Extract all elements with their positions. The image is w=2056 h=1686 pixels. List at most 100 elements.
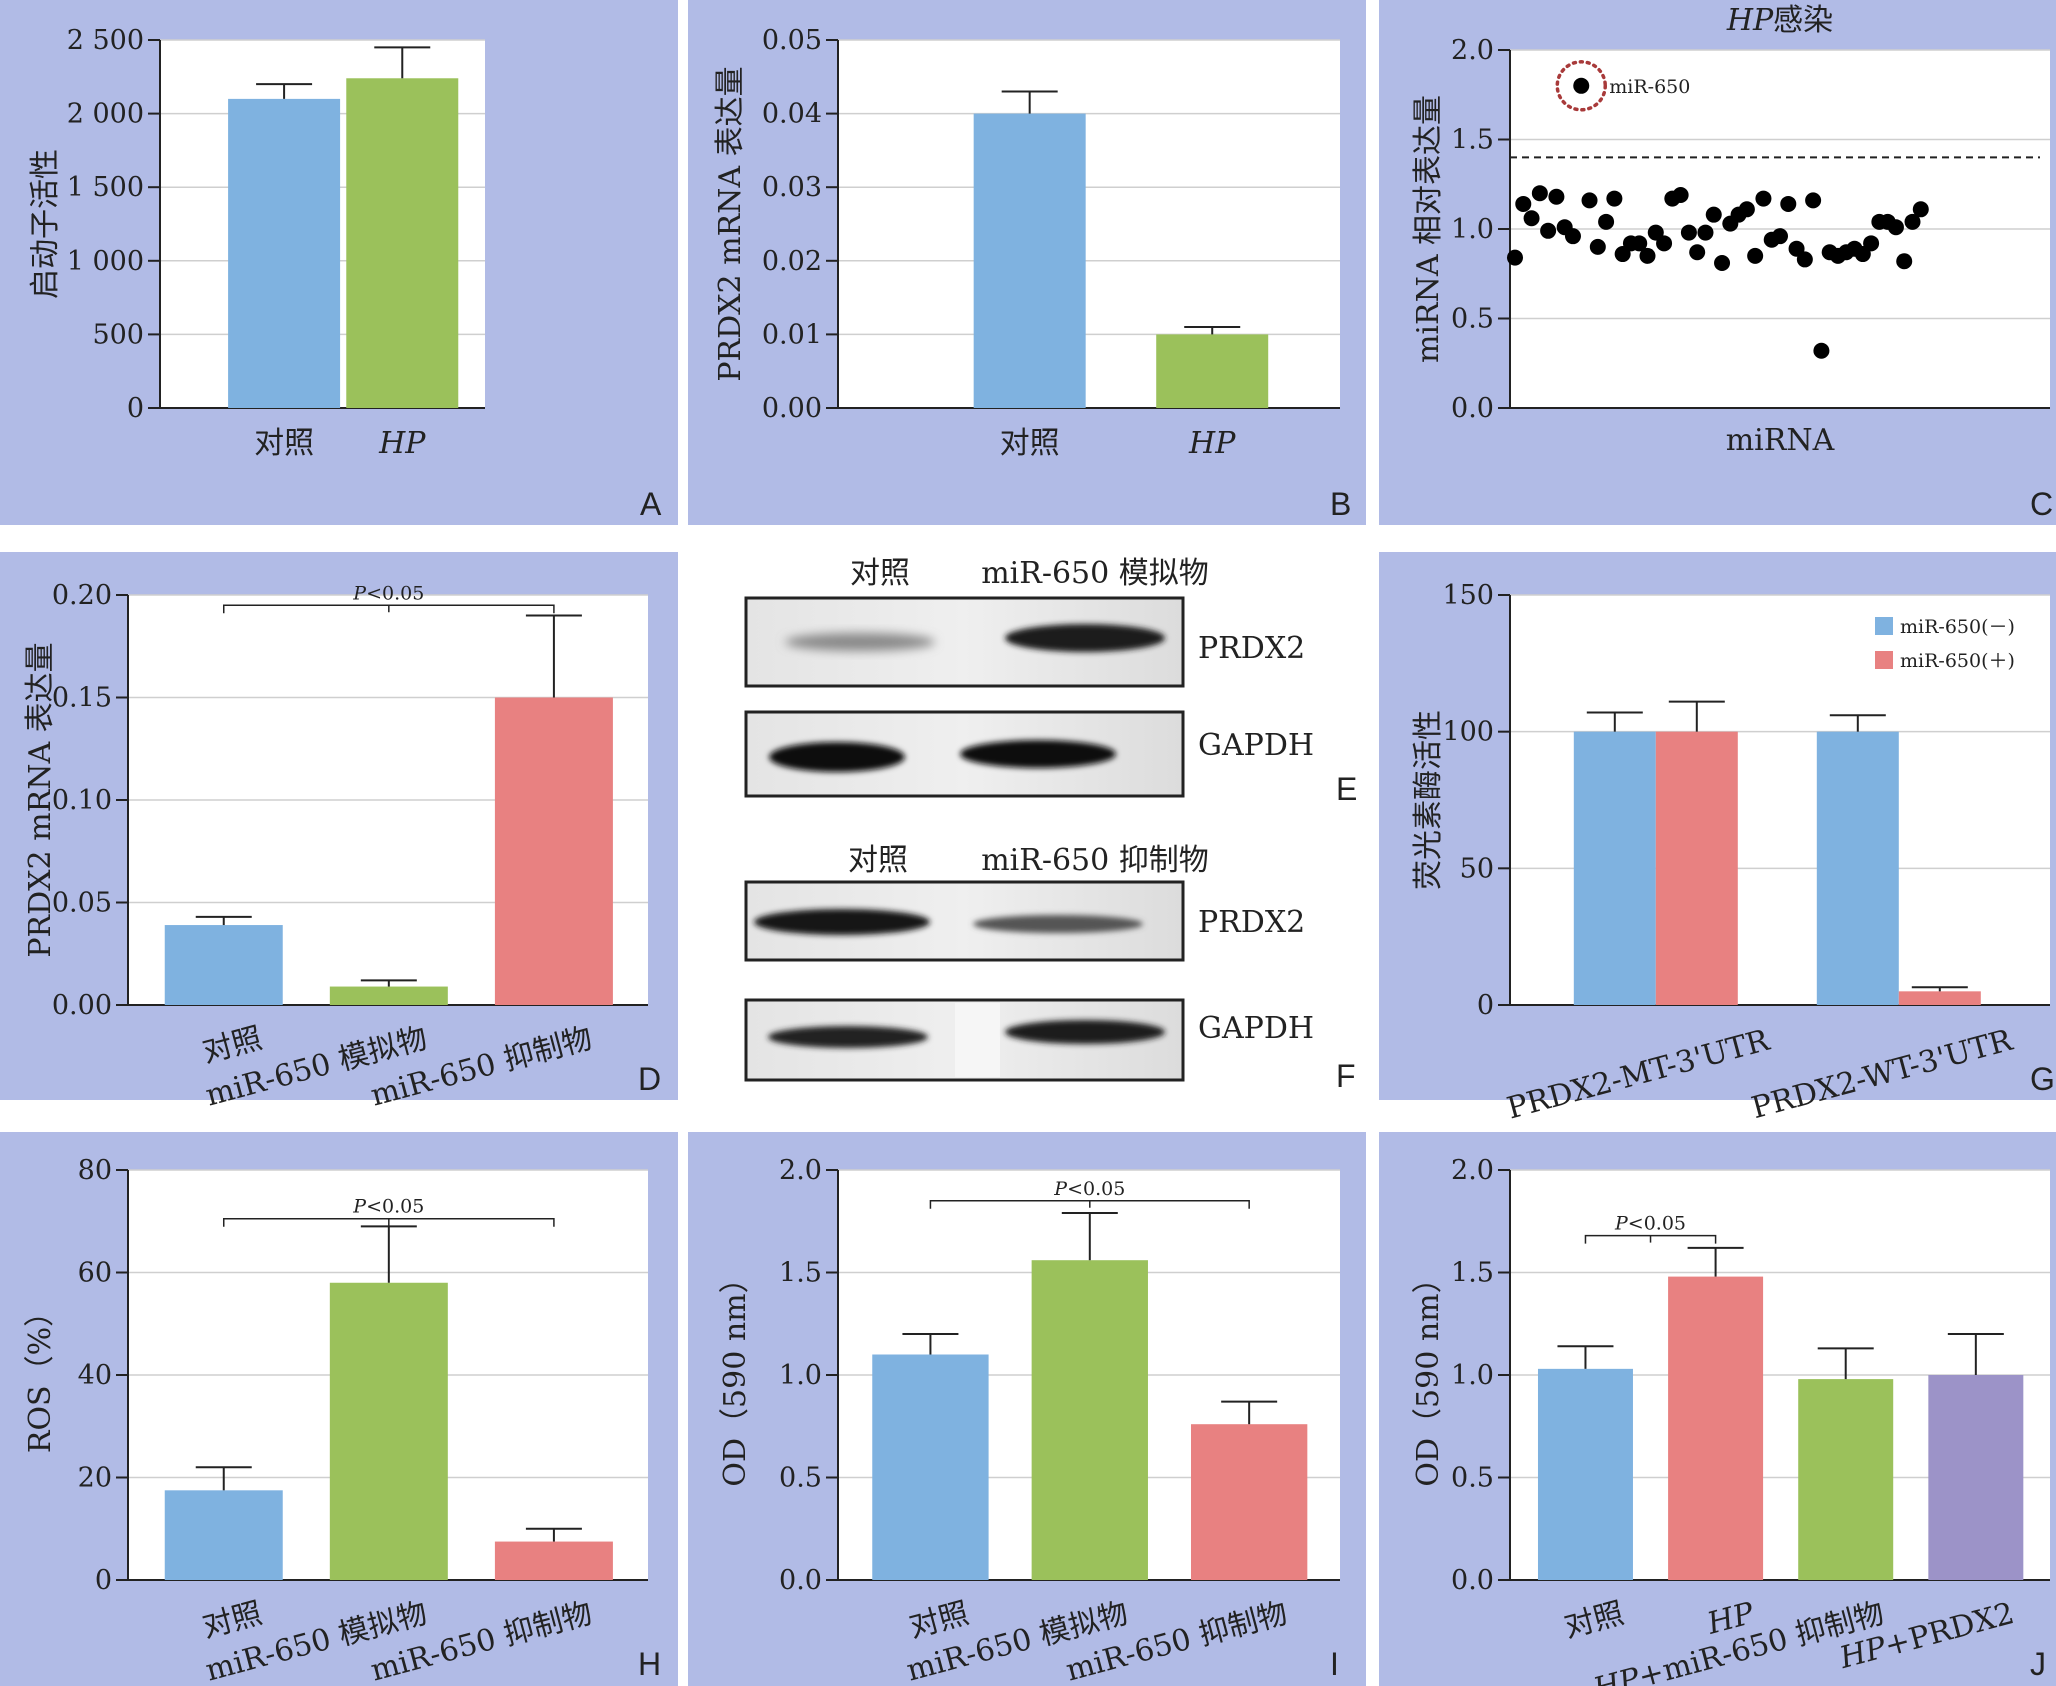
ytick-label-C: 1.0 bbox=[1451, 214, 1494, 245]
blot-F-prdx2-band-2 bbox=[973, 915, 1143, 933]
significance-label-D: P<0.05 bbox=[352, 582, 424, 604]
bar-B-0 bbox=[973, 113, 1086, 408]
ytick-label-H: 80 bbox=[78, 1155, 112, 1186]
ytick-label-J: 1.5 bbox=[1451, 1258, 1494, 1289]
y-axis-label-J: OD（590 nm） bbox=[1411, 1263, 1446, 1486]
scatter-point-C bbox=[1714, 255, 1731, 272]
scatter-point-C bbox=[1631, 235, 1648, 252]
blot-F-prdx2-band-1 bbox=[754, 909, 930, 935]
ytick-label-B: 0.02 bbox=[762, 246, 822, 277]
ytick-label-A: 1 500 bbox=[67, 172, 144, 203]
blot-F-lane-2: miR-650 抑制物 bbox=[981, 843, 1209, 878]
blot-F: 对照 miR-650 抑制物 PRDX2 GAPDH F bbox=[744, 843, 1356, 1094]
panel-letter-J: J bbox=[2030, 1646, 2046, 1682]
ytick-label-D: 0.15 bbox=[52, 683, 112, 714]
y-axis-label-I: OD（590 nm） bbox=[718, 1263, 753, 1486]
ytick-label-I: 2.0 bbox=[779, 1155, 822, 1186]
bar-G-0-0 bbox=[1573, 731, 1656, 1005]
ytick-label-B: 0.03 bbox=[762, 172, 822, 203]
bar-H-1 bbox=[329, 1282, 448, 1580]
legend-label-G-1: miR-650(＋) bbox=[1900, 650, 2015, 672]
panel-letter-A: A bbox=[640, 486, 662, 522]
ytick-label-J: 0.0 bbox=[1451, 1565, 1494, 1596]
legend-swatch-G-1 bbox=[1875, 651, 1893, 669]
scatter-point-C bbox=[1887, 219, 1904, 236]
significance-label-J: P<0.05 bbox=[1614, 1213, 1686, 1235]
y-axis-label-D: PRDX2 mRNA 表达量 bbox=[23, 642, 58, 957]
blot-E-row-prdx2: PRDX2 bbox=[1198, 631, 1305, 666]
panel-letter-H: H bbox=[638, 1646, 661, 1682]
panel-letter-E: E bbox=[1336, 771, 1357, 807]
bar-I-1 bbox=[1031, 1260, 1148, 1580]
y-axis-label-G: 荧光素酶活性 bbox=[1411, 710, 1446, 890]
xtick-label-A-0: 对照 bbox=[254, 426, 314, 461]
scatter-point-C bbox=[1755, 190, 1772, 207]
chart-J: 0.00.51.01.52.0OD（590 nm）J对照 HPHP+miR-650… bbox=[1411, 1155, 2050, 1686]
ytick-label-C: 2.0 bbox=[1451, 35, 1494, 66]
significance-label-H: P<0.05 bbox=[352, 1196, 424, 1218]
scatter-point-C bbox=[1689, 244, 1706, 261]
bar-I-0 bbox=[872, 1354, 989, 1580]
scatter-point-C bbox=[1515, 195, 1532, 212]
scatter-point-C bbox=[1780, 195, 1797, 212]
scatter-point-C bbox=[1813, 342, 1830, 359]
ytick-label-D: 0.05 bbox=[52, 888, 112, 919]
scatter-point-C bbox=[1639, 247, 1656, 264]
bar-A-1 bbox=[346, 78, 459, 408]
ytick-label-I: 0.5 bbox=[779, 1463, 822, 1494]
ytick-label-A: 2 500 bbox=[67, 25, 144, 56]
ytick-label-C: 0.5 bbox=[1451, 304, 1494, 335]
bar-B-1 bbox=[1156, 334, 1269, 408]
scatter-point-C bbox=[1796, 251, 1813, 268]
blot-F-lane-1: 对照 bbox=[848, 843, 908, 878]
scatter-point-C bbox=[1581, 192, 1598, 209]
ytick-label-I: 1.0 bbox=[779, 1360, 822, 1391]
bar-H-0 bbox=[164, 1490, 283, 1580]
panel-letter-C: C bbox=[2030, 486, 2053, 522]
bar-J-0 bbox=[1537, 1368, 1633, 1580]
ytick-label-H: 40 bbox=[78, 1360, 112, 1391]
bar-J-2 bbox=[1798, 1379, 1894, 1580]
blot-E-lane-2: miR-650 模拟物 bbox=[981, 556, 1209, 591]
bar-D-0 bbox=[164, 925, 283, 1005]
ytick-label-G: 0 bbox=[1477, 990, 1494, 1021]
ytick-label-A: 500 bbox=[92, 319, 144, 350]
ytick-label-D: 0.20 bbox=[52, 580, 112, 611]
scatter-point-C bbox=[1904, 213, 1921, 230]
ytick-label-B: 0.00 bbox=[762, 393, 822, 424]
highlight-label-C: miR-650 bbox=[1609, 76, 1690, 98]
bar-H-2 bbox=[494, 1541, 613, 1580]
ytick-label-A: 1 000 bbox=[67, 246, 144, 277]
ytick-label-C: 0.0 bbox=[1451, 393, 1494, 424]
scatter-point-C bbox=[1598, 213, 1615, 230]
scatter-point-C bbox=[1540, 222, 1557, 239]
xtick-label-B-1: HP bbox=[1188, 426, 1236, 461]
bar-D-1 bbox=[329, 986, 448, 1005]
ytick-label-B: 0.05 bbox=[762, 25, 822, 56]
blot-F-row-gapdh: GAPDH bbox=[1198, 1011, 1314, 1046]
scatter-point-C bbox=[1548, 188, 1565, 205]
scatter-point-C bbox=[1656, 235, 1673, 252]
ytick-label-I: 0.0 bbox=[779, 1565, 822, 1596]
scatter-point-C bbox=[1606, 190, 1623, 207]
legend-swatch-G-0 bbox=[1875, 617, 1893, 635]
blot-E-prdx2-band-1 bbox=[785, 633, 935, 651]
significance-label-I: P<0.05 bbox=[1053, 1178, 1125, 1200]
scatter-point-C bbox=[1523, 210, 1540, 227]
blot-F-gap bbox=[955, 1003, 1000, 1077]
blot-F-row-prdx2: PRDX2 bbox=[1198, 905, 1305, 940]
scatter-point-C bbox=[1738, 201, 1755, 218]
blot-E-gapdh-band-1 bbox=[769, 742, 905, 772]
ytick-label-J: 1.0 bbox=[1451, 1360, 1494, 1391]
ytick-label-B: 0.01 bbox=[762, 319, 822, 350]
ytick-label-J: 2.0 bbox=[1451, 1155, 1494, 1186]
scatter-point-C bbox=[1680, 224, 1697, 241]
y-axis-label-H: ROS（%） bbox=[23, 1297, 58, 1453]
xtick-label-A-1: HP bbox=[378, 426, 426, 461]
ytick-label-C: 1.5 bbox=[1451, 125, 1494, 156]
scatter-point-C bbox=[1747, 247, 1764, 264]
ytick-label-G: 150 bbox=[1442, 580, 1494, 611]
